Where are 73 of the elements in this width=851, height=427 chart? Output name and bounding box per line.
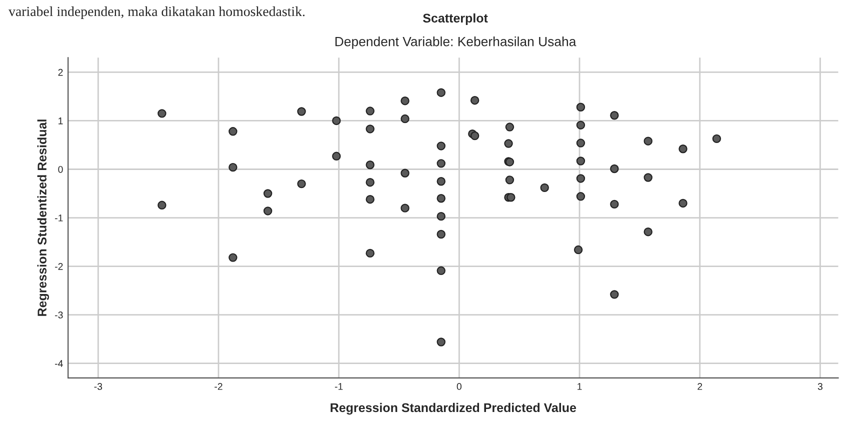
- point: [332, 116, 341, 126]
- point: [400, 168, 410, 178]
- y-tick-label: -4: [55, 360, 63, 367]
- x-tick-label: 2: [698, 383, 702, 390]
- point: [505, 176, 514, 184]
- point: [366, 248, 374, 258]
- point: [436, 338, 446, 346]
- y-tick-label: -3: [55, 312, 63, 318]
- point: [436, 230, 446, 239]
- point: [436, 266, 446, 276]
- y-tick-label: 2: [58, 68, 63, 76]
- point: [228, 253, 238, 262]
- point: [228, 127, 238, 136]
- point: [576, 174, 586, 183]
- point: [678, 198, 688, 208]
- point: [574, 245, 583, 254]
- chart-subtitle: Dependent Variable: Keberhasilan Usaha: [335, 36, 576, 49]
- point: [576, 156, 586, 166]
- point: [158, 109, 166, 118]
- point: [678, 144, 688, 154]
- point: [506, 193, 516, 202]
- point: [332, 152, 341, 161]
- point: [576, 138, 586, 148]
- point: [366, 160, 374, 170]
- point: [158, 200, 166, 210]
- y-axis-title: Regression Studentized Residual: [37, 120, 50, 316]
- y-tick-label: 0: [58, 166, 63, 173]
- point: [366, 194, 374, 204]
- chart-title: Scatterplot: [423, 13, 488, 26]
- point: [470, 96, 480, 105]
- y-tick-label: -2: [55, 263, 63, 270]
- point: [400, 96, 410, 106]
- point: [228, 162, 238, 172]
- point: [436, 177, 446, 186]
- y-tick-label: -1: [55, 214, 63, 222]
- x-tick-label: -1: [334, 383, 343, 390]
- x-axis-title: Regression Standardized Predicted Value: [330, 402, 576, 415]
- point: [712, 134, 722, 144]
- point: [366, 106, 374, 116]
- point: [263, 206, 272, 216]
- x-tick-label: 3: [818, 383, 822, 390]
- point: [436, 142, 446, 150]
- point: [263, 189, 272, 198]
- point: [400, 204, 410, 212]
- point: [610, 164, 619, 174]
- point: [540, 183, 549, 192]
- x-tick-label: 1: [578, 383, 582, 390]
- point: [436, 88, 446, 97]
- point: [400, 114, 410, 124]
- x-tick-label: -3: [94, 383, 102, 390]
- point: [610, 200, 619, 209]
- point: [436, 194, 446, 203]
- point: [504, 139, 513, 148]
- y-tick-label: 1: [58, 118, 63, 124]
- x-tick-label: 0: [456, 383, 462, 390]
- text: variabel independen, maka dikatakan homoskedastik.: [8, 6, 305, 19]
- point: [576, 102, 586, 112]
- point: [576, 192, 586, 201]
- point: [366, 124, 374, 134]
- point: [436, 212, 446, 221]
- point: [576, 120, 586, 130]
- x-tick-label: -2: [214, 383, 222, 390]
- point: [505, 122, 514, 132]
- point: [436, 159, 446, 168]
- point: [297, 179, 306, 188]
- point: [644, 227, 652, 236]
- point: [610, 290, 619, 299]
- point: [297, 107, 306, 116]
- point: [470, 131, 480, 140]
- point: [644, 136, 652, 146]
- point: [644, 173, 652, 182]
- point: [366, 178, 374, 187]
- point: [610, 111, 619, 120]
